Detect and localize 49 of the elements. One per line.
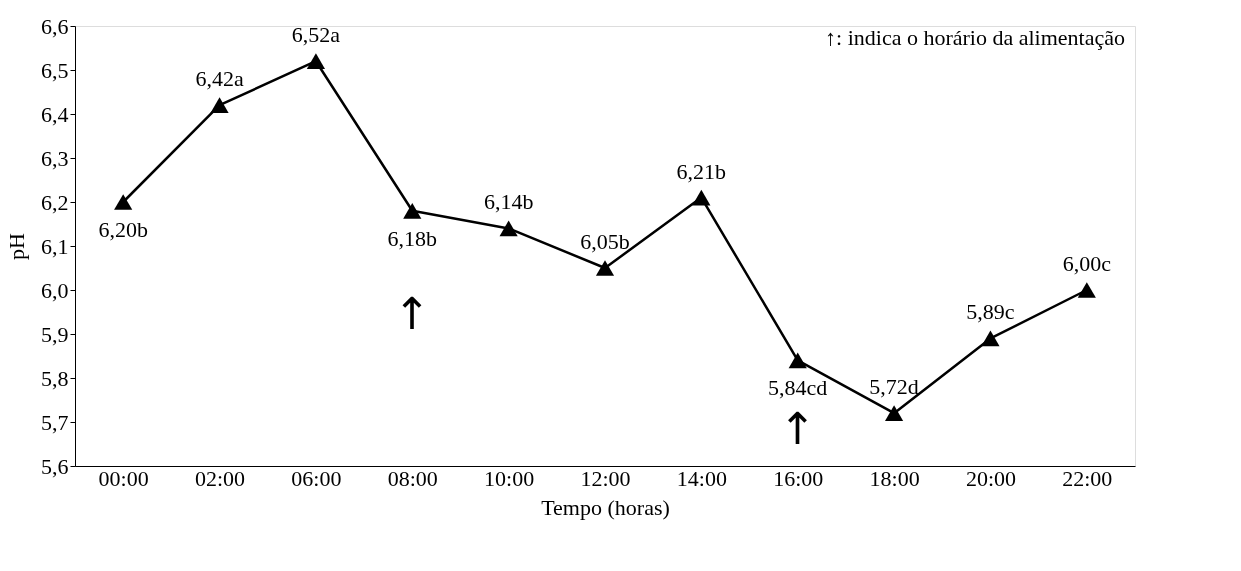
data-label: 6,14b bbox=[483, 189, 534, 215]
data-label: 6,52a bbox=[291, 22, 341, 48]
y-tick-label: 6,6 bbox=[41, 13, 69, 39]
x-tick-label: 02:00 bbox=[194, 465, 246, 491]
y-tick-label: 6,2 bbox=[41, 189, 69, 215]
data-label: 6,21b bbox=[676, 158, 727, 184]
data-label: 5,84cd bbox=[768, 375, 828, 401]
point bbox=[499, 220, 518, 237]
annotation: ↑ bbox=[393, 288, 431, 339]
point bbox=[885, 405, 904, 422]
y-tick-label: 5,7 bbox=[41, 409, 69, 435]
data-label: 5,89c bbox=[966, 299, 1015, 325]
x-tick-label: 18:00 bbox=[869, 465, 920, 491]
point bbox=[692, 189, 711, 206]
point bbox=[210, 97, 229, 114]
point bbox=[595, 260, 615, 276]
y-tick-label: 6,0 bbox=[41, 277, 69, 303]
point bbox=[788, 352, 807, 369]
data-label: 6,18b bbox=[387, 225, 438, 251]
x-tick-label: 08:00 bbox=[387, 465, 438, 491]
data-label: 6,00c bbox=[1062, 251, 1112, 276]
x-tick-label: 06:00 bbox=[291, 465, 342, 491]
x-tick-label: 14:00 bbox=[676, 465, 727, 491]
data-label: 6,20b bbox=[98, 217, 148, 242]
x-tick-label: 00:00 bbox=[98, 465, 149, 491]
point bbox=[306, 53, 325, 70]
point bbox=[981, 330, 1000, 347]
y-tick-label: 5,6 bbox=[41, 453, 69, 479]
x-tick-label: 16:00 bbox=[773, 465, 824, 491]
point bbox=[403, 202, 422, 219]
annotation: ↑ bbox=[779, 403, 817, 454]
y-axis-title: pH bbox=[4, 232, 29, 260]
y-tick-label: 5,9 bbox=[41, 321, 69, 347]
data-label: 5,72d bbox=[869, 374, 919, 400]
x-tick-label: 10:00 bbox=[484, 465, 535, 491]
x-tick-label: 12:00 bbox=[580, 465, 631, 491]
x-tick-label: 22:00 bbox=[1062, 465, 1113, 491]
data-label: 6,05b bbox=[580, 229, 630, 254]
point bbox=[1077, 282, 1096, 298]
point bbox=[114, 194, 133, 210]
annotation: ↑: indica o horário da alimentação bbox=[825, 25, 1125, 50]
data-label: 6,42a bbox=[195, 66, 244, 92]
y-tick-label: 5,8 bbox=[41, 365, 69, 391]
x-tick-label: 20:00 bbox=[965, 465, 1017, 491]
y-tick-label: 6,5 bbox=[41, 57, 69, 83]
y-tick-label: 6,3 bbox=[41, 145, 69, 171]
x-axis-title: Tempo (horas) bbox=[541, 494, 670, 520]
y-tick-label: 6,4 bbox=[41, 101, 69, 127]
y-tick-label: 6,1 bbox=[41, 233, 69, 259]
